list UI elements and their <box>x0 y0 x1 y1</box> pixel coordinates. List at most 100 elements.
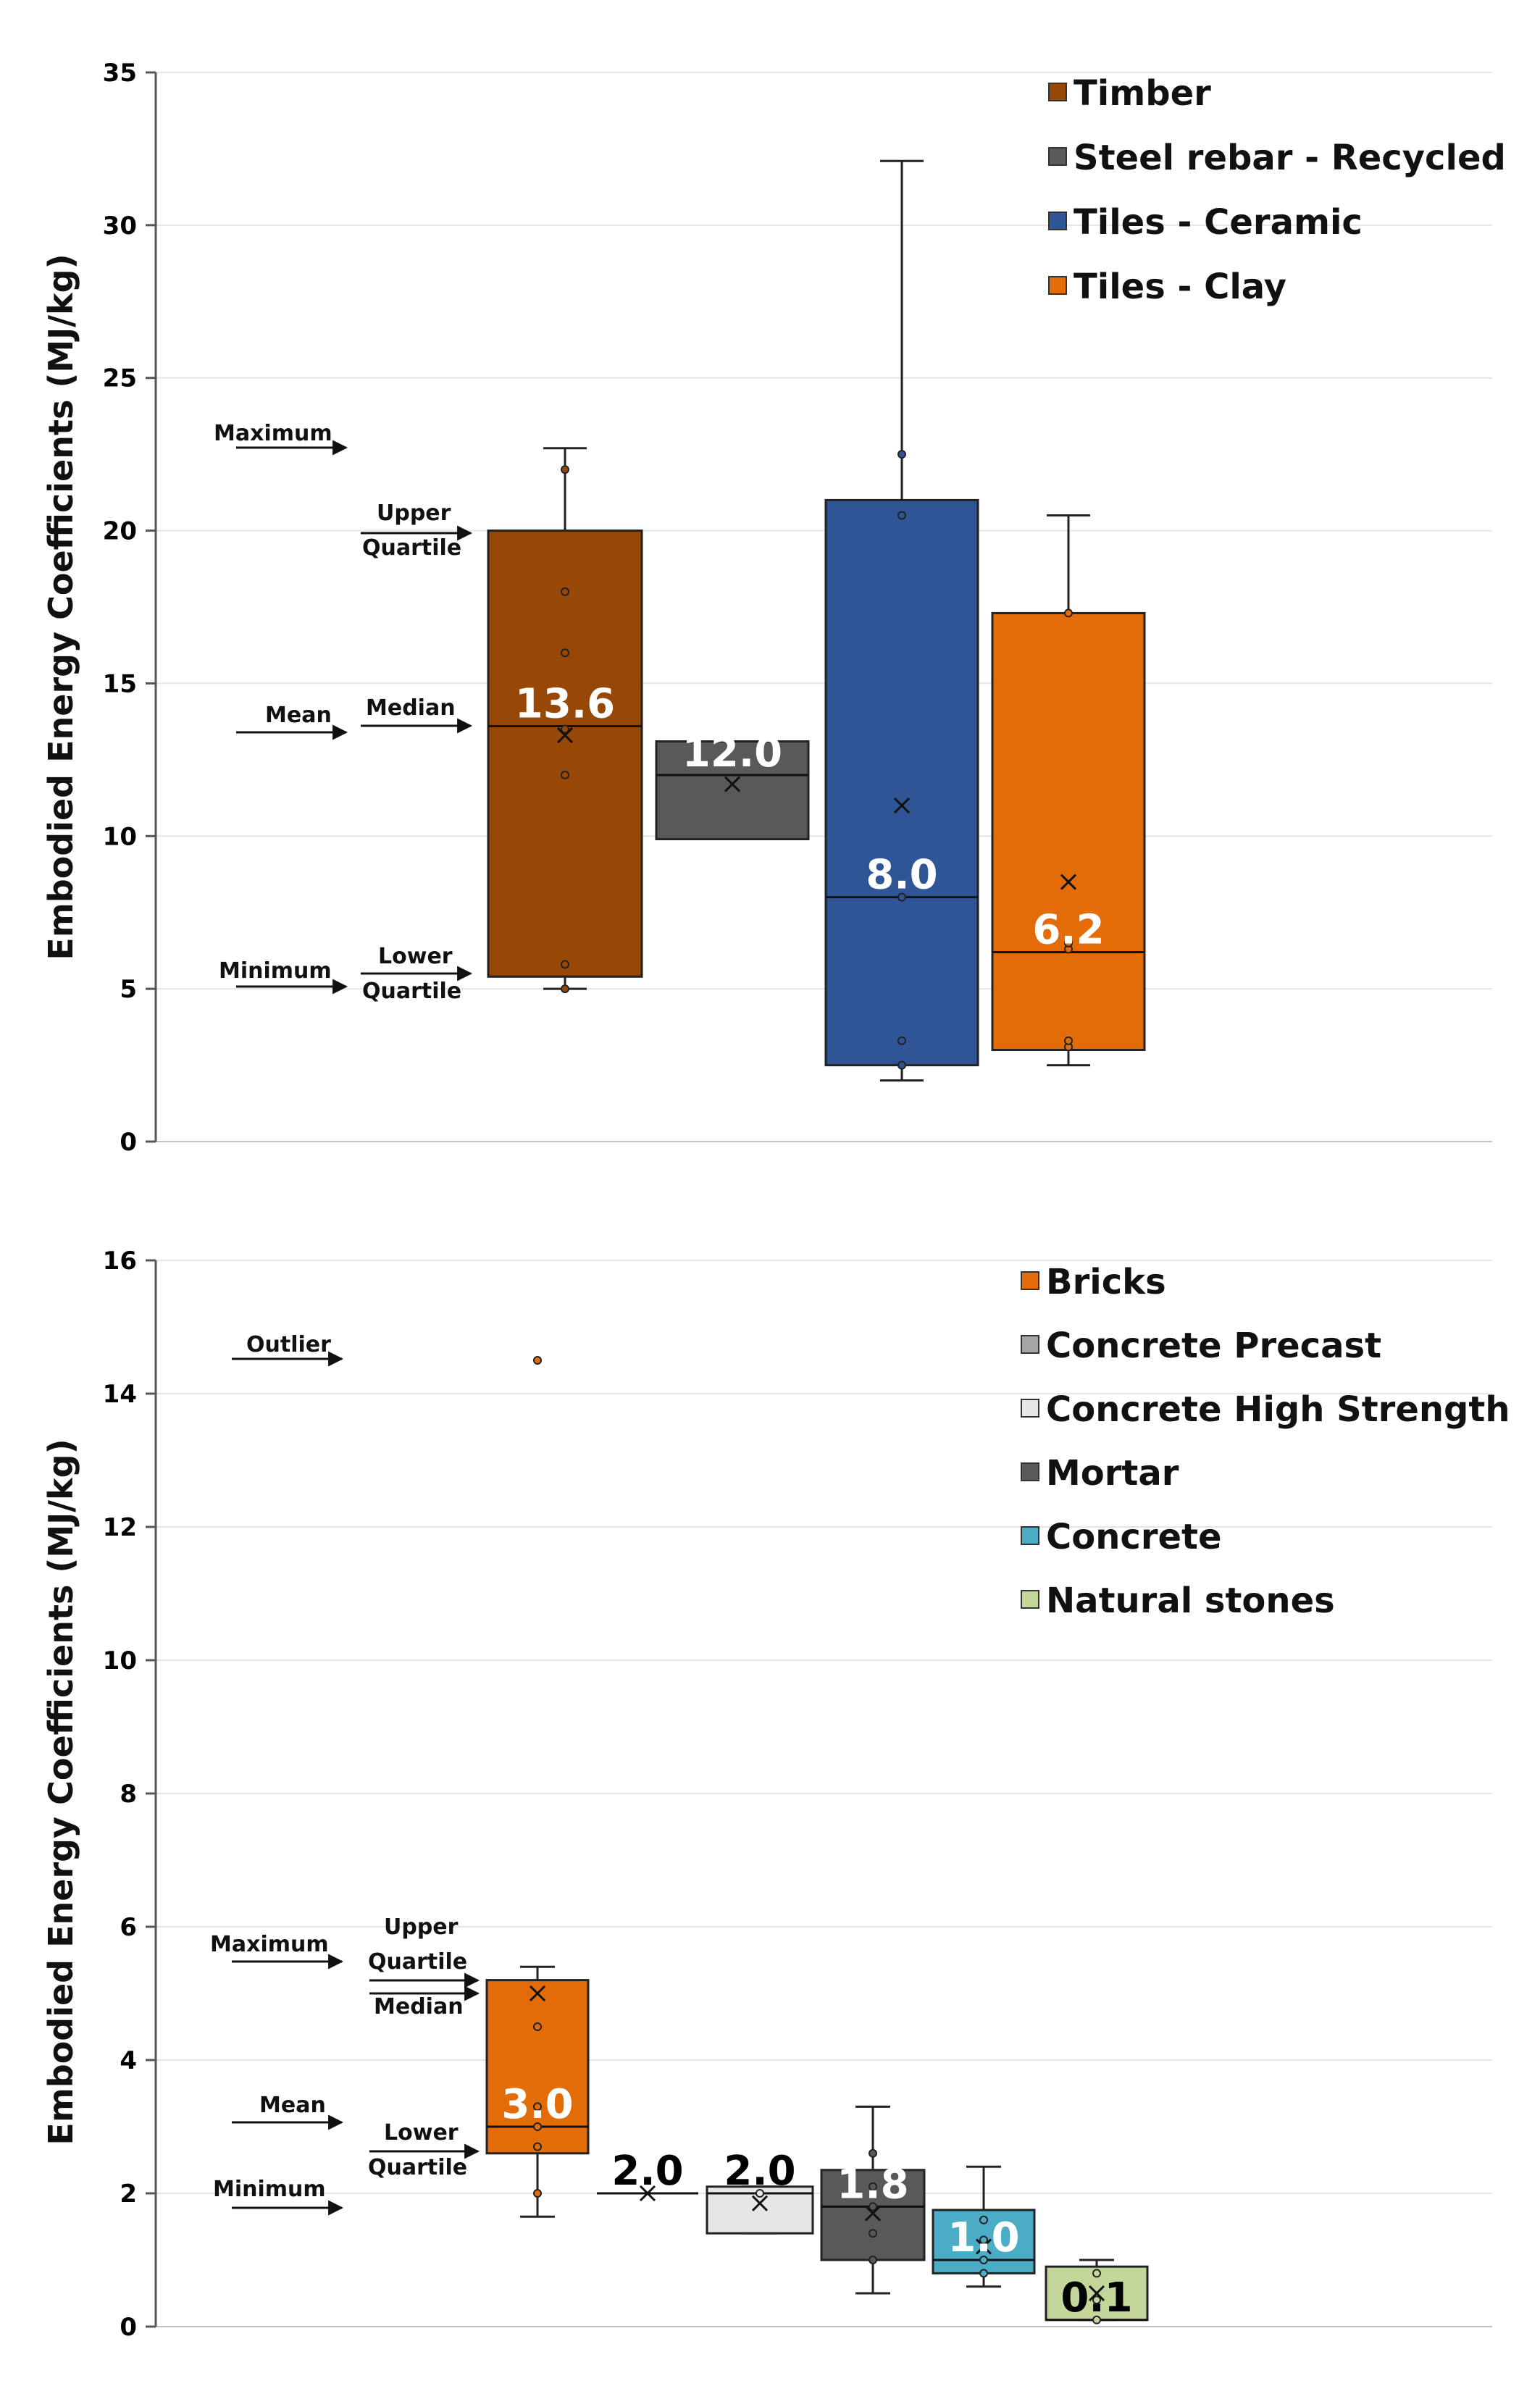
data-point <box>533 2102 542 2111</box>
legend-item-tiles-clay: Tiles - Clay <box>1048 267 1286 307</box>
y-tick-label: 4 <box>120 2046 137 2075</box>
legend-swatch-timber <box>1048 83 1067 101</box>
data-point <box>869 2202 877 2211</box>
y-axis-ticks: 0 2 4 6 8 10 12 14 16 <box>103 1247 156 2342</box>
annotation-maximum: Maximum <box>210 1932 329 1957</box>
annotation-mean: Mean <box>259 2093 326 2118</box>
data-point <box>756 2189 764 2198</box>
legend-label-timber: Timber <box>1074 73 1211 114</box>
legend-item-tiles-ceramic: Tiles - Ceramic <box>1048 202 1363 243</box>
y-tick-label: 5 <box>120 975 137 1004</box>
y-tick-label: 10 <box>103 822 137 851</box>
legend-label-natural-stones: Natural stones <box>1046 1581 1335 1621</box>
gridlines <box>156 72 1492 1142</box>
y-tick-label: 25 <box>103 364 137 393</box>
chart-top-construction-materials: 0 5 10 15 20 25 30 35 Embodied Energy Coefficie… <box>41 59 1506 1157</box>
y-tick-label: 6 <box>120 1913 137 1942</box>
legend-item-bricks: Bricks <box>1021 1262 1166 1302</box>
box-concrete-precast: 2.0 <box>597 2148 698 2202</box>
annotation-lower-quartile-line2: Quartile <box>362 979 461 1004</box>
legend-item-concrete-high-strength: Concrete High Strength <box>1021 1389 1510 1430</box>
box-iqr <box>991 611 1146 1051</box>
legend-swatch-steel-rebar-recycled <box>1048 147 1067 166</box>
annotation-lower-quartile-line1: Lower <box>384 2120 459 2146</box>
y-tick-label: 16 <box>103 1247 137 1276</box>
legend-swatch-tiles-ceramic <box>1048 212 1067 230</box>
y-axis-label: Embodied Energy Coefficients (MJ/kg) <box>41 1439 80 2145</box>
data-point <box>869 2229 877 2238</box>
annotation-median: Median <box>366 695 456 721</box>
data-point <box>897 892 906 902</box>
median-label: 8.0 <box>866 852 937 899</box>
box-natural-stones: 0.1 <box>1045 2259 1149 2324</box>
y-tick-label: 14 <box>103 1380 137 1409</box>
data-point <box>1064 938 1073 947</box>
y-tick-label: 10 <box>103 1646 137 1675</box>
data-point <box>979 2256 988 2264</box>
median-label: 0.1 <box>1060 2274 1132 2322</box>
y-tick-label: 0 <box>120 1128 137 1157</box>
legend-swatch-natural-stones <box>1021 1590 1039 1609</box>
data-point <box>561 960 569 969</box>
legend-swatch-mortar <box>1021 1462 1039 1481</box>
legend-item-timber: Timber <box>1048 73 1211 114</box>
legend-label-concrete-high-strength: Concrete High Strength <box>1046 1389 1510 1430</box>
data-point <box>897 1036 906 1045</box>
data-point <box>897 511 906 520</box>
data-point <box>561 984 569 994</box>
annotation-lower-quartile-line2: Quartile <box>368 2155 467 2180</box>
data-point <box>561 648 569 658</box>
box-concrete-high-strength: 2.0 <box>706 2148 814 2235</box>
mean-marker <box>556 727 574 744</box>
legend-item-concrete: Concrete <box>1021 1517 1222 1557</box>
data-point <box>979 2215 988 2224</box>
box-iqr <box>824 498 979 1067</box>
y-tick-label: 30 <box>103 212 137 240</box>
data-point <box>533 2142 542 2151</box>
data-point <box>561 770 569 779</box>
y-tick-label: 20 <box>103 517 137 546</box>
legend-label-steel-rebar-recycled: Steel rebar - Recycled <box>1074 138 1506 178</box>
median-label: 2.0 <box>724 2148 795 2195</box>
median-label: 1.8 <box>837 2161 908 2208</box>
annotation-upper-quartile-line2: Quartile <box>368 1949 467 1975</box>
legend-swatch-concrete-precast <box>1021 1335 1039 1354</box>
mean-marker <box>1088 2285 1105 2302</box>
annotation-upper-quartile-line2: Quartile <box>362 535 461 561</box>
data-point <box>897 450 906 459</box>
legend-item-natural-stones: Natural stones <box>1021 1581 1335 1621</box>
data-point <box>1064 608 1073 618</box>
data-point <box>533 1356 542 1365</box>
mean-marker <box>1060 874 1077 890</box>
legend-label-tiles-ceramic: Tiles - Ceramic <box>1074 202 1363 243</box>
box-iqr <box>487 529 643 978</box>
box-tiles-clay: 6.2 <box>991 514 1146 1067</box>
legend-label-bricks: Bricks <box>1046 1262 1166 1302</box>
box-steel-rebar-recycled: 12.0 <box>655 729 810 841</box>
y-tick-label: 0 <box>120 2313 137 2342</box>
data-point <box>897 1060 906 1070</box>
annotation-minimum: Minimum <box>219 958 332 984</box>
chart-bottom-masonry-concrete-materials: 0 2 4 6 8 10 12 14 16 Embodied Energy Coefficien… <box>41 1247 1510 2342</box>
annotation-upper-quartile-line1: Upper <box>384 1914 459 1940</box>
y-tick-label: 15 <box>103 669 137 698</box>
median-label: 6.2 <box>1032 907 1104 954</box>
annotations: Maximum Upper Quartile Mean Median Lower… <box>214 421 473 1004</box>
data-point <box>1092 2315 1101 2324</box>
y-tick-label: 2 <box>120 2180 137 2209</box>
legend-label-concrete: Concrete <box>1046 1517 1222 1557</box>
box-bricks: 3.0 <box>485 1356 590 2218</box>
box-iqr <box>655 740 810 841</box>
median-label: 1.0 <box>947 2214 1019 2261</box>
median-label: 13.6 <box>515 680 615 727</box>
annotation-mean: Mean <box>265 703 332 728</box>
y-tick-label: 35 <box>103 59 137 88</box>
annotation-outlier: Outlier <box>246 1332 331 1357</box>
y-tick-label: 8 <box>120 1780 137 1809</box>
legend: Bricks Concrete Precast Concrete High St… <box>1021 1262 1510 1621</box>
data-point <box>561 465 569 474</box>
legend-label-concrete-precast: Concrete Precast <box>1046 1326 1381 1366</box>
legend-label-mortar: Mortar <box>1046 1453 1179 1494</box>
legend-item-concrete-precast: Concrete Precast <box>1021 1326 1381 1366</box>
